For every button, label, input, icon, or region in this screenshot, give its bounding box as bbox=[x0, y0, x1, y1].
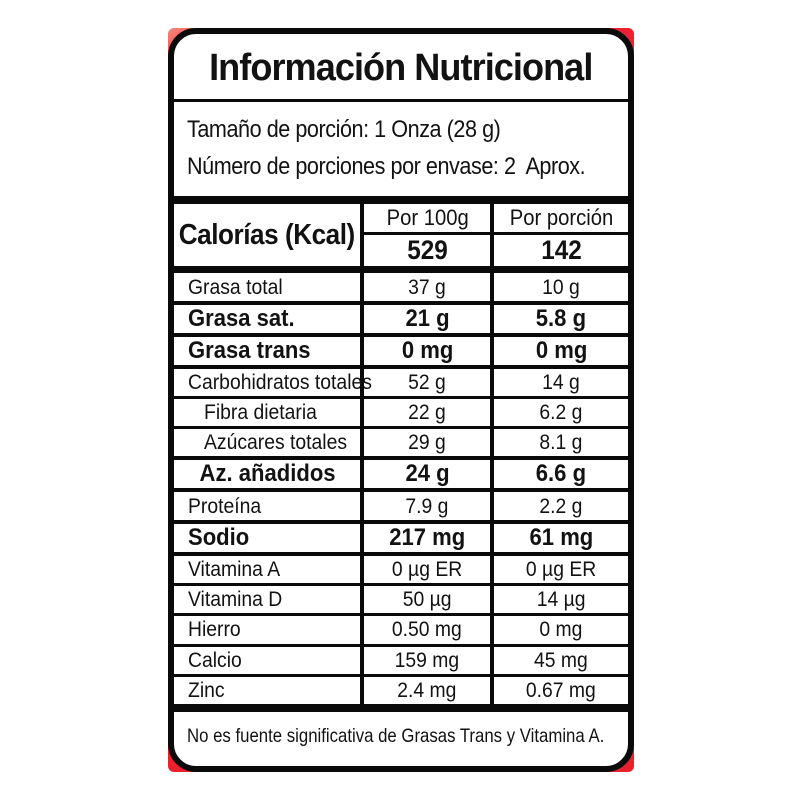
value-per-portion: 0 mg bbox=[490, 336, 628, 365]
table-row: Grasa total 37 g 10 g bbox=[174, 273, 628, 301]
nutrient-name: Vitamina A bbox=[188, 556, 281, 581]
value-per-100g: 0.50 mg bbox=[360, 616, 490, 644]
value-per-portion: 0.67 mg bbox=[490, 676, 628, 705]
footnote-block: No es fuente significativa de Grasas Tra… bbox=[174, 704, 628, 766]
value-per-100g: 50 µg bbox=[360, 585, 490, 614]
value-per-portion: 0 µg ER bbox=[490, 555, 628, 583]
calories-header-block: Calorías (Kcal) Por 100g Por porción 529… bbox=[174, 204, 628, 274]
table-row: Grasa sat. 21 g 5.8 g bbox=[174, 300, 628, 333]
table-row: Vitamina D 50 µg 14 µg bbox=[174, 582, 628, 614]
serving-info-block: Tamaño de porción: 1 Onza (28 g) Número … bbox=[174, 102, 628, 205]
value-per-100g: 0 µg ER bbox=[360, 555, 490, 583]
nutrient-name: Calcio bbox=[188, 647, 242, 672]
table-row: Az. añadidos 24 g 6.6 g bbox=[174, 456, 628, 489]
value-per-portion: 61 mg bbox=[490, 523, 628, 552]
value-per-100g: 7.9 g bbox=[360, 492, 490, 520]
value-per-portion: 14 µg bbox=[490, 585, 628, 614]
value-per-portion: 14 g bbox=[490, 368, 628, 396]
value-per-portion: 5.8 g bbox=[490, 304, 628, 333]
nutrition-table: Calorías (Kcal) Por 100g Por porción 529… bbox=[174, 204, 628, 766]
value-per-100g: 29 g bbox=[360, 429, 490, 457]
value-per-portion: 6.6 g bbox=[490, 460, 628, 489]
nutrient-name: Grasa total bbox=[188, 274, 283, 299]
nutrient-name: Azúcares totales bbox=[204, 430, 348, 455]
page-title: Información Nutricional bbox=[209, 47, 593, 89]
value-per-100g: 2.4 mg bbox=[360, 676, 490, 705]
nutrient-rows: Grasa total 37 g 10 g Grasa sat. 21 g 5.8 g Gr… bbox=[174, 273, 628, 705]
nutrient-name: Hierro bbox=[188, 617, 241, 642]
value-per-portion: 45 mg bbox=[490, 646, 628, 674]
value-per-100g: 52 g bbox=[360, 368, 490, 396]
table-row: Grasa trans 0 mg 0 mg bbox=[174, 332, 628, 365]
value-per-portion: 0 mg bbox=[490, 616, 628, 644]
table-row: Carbohidratos totales 52 g 14 g bbox=[174, 364, 628, 396]
nutrient-name: Proteína bbox=[188, 493, 262, 518]
footnote-text: No es fuente significativa de Grasas Tra… bbox=[187, 724, 605, 747]
table-row: Vitamina A 0 µg ER 0 µg ER bbox=[174, 551, 628, 583]
column-header-per-portion: Por porción bbox=[490, 204, 628, 236]
value-per-100g: 22 g bbox=[360, 398, 490, 427]
table-row: Azúcares totales 29 g 8.1 g bbox=[174, 426, 628, 457]
value-per-portion: 2.2 g bbox=[490, 492, 628, 520]
value-per-100g: 24 g bbox=[360, 460, 490, 489]
value-per-100g: 21 g bbox=[360, 304, 490, 333]
nutrient-name: Grasa trans bbox=[188, 336, 311, 364]
nutrition-facts-label: Información Nutricional Tamaño de porció… bbox=[168, 28, 634, 772]
nutrient-name: Zinc bbox=[188, 677, 225, 702]
column-header-per-100g: Por 100g bbox=[360, 204, 491, 236]
nutrient-name: Fibra dietaria bbox=[204, 400, 317, 425]
calories-label: Calorías (Kcal) bbox=[179, 218, 356, 251]
nutrient-name: Vitamina D bbox=[188, 587, 283, 612]
table-row: Calcio 159 mg 45 mg bbox=[174, 643, 628, 674]
table-row: Hierro 0.50 mg 0 mg bbox=[174, 613, 628, 644]
table-row: Zinc 2.4 mg 0.67 mg bbox=[174, 673, 628, 705]
table-row: Proteína 7.9 g 2.2 g bbox=[174, 488, 628, 520]
serving-size-line: Tamaño de porción: 1 Onza (28 g) bbox=[187, 116, 501, 143]
calories-per-portion-value: 142 bbox=[490, 235, 628, 267]
value-per-100g: 37 g bbox=[360, 273, 490, 301]
nutrient-name: Sodio bbox=[188, 523, 250, 551]
value-per-portion: 10 g bbox=[490, 273, 628, 301]
value-per-portion: 6.2 g bbox=[490, 398, 628, 427]
table-row: Fibra dietaria 22 g 6.2 g bbox=[174, 395, 628, 427]
nutrient-name: Grasa sat. bbox=[188, 304, 295, 332]
servings-per-container-line: Número de porciones por envase: 2 Aprox. bbox=[187, 153, 586, 181]
table-row: Sodio 217 mg 61 mg bbox=[174, 519, 628, 552]
value-per-100g: 0 mg bbox=[360, 336, 490, 365]
label-title-block: Información Nutricional bbox=[174, 34, 628, 102]
value-per-100g: 217 mg bbox=[360, 523, 490, 552]
value-per-100g: 159 mg bbox=[360, 646, 490, 674]
nutrient-name: Az. añadidos bbox=[199, 460, 336, 488]
calories-per-100g-value: 529 bbox=[360, 235, 490, 267]
value-per-portion: 8.1 g bbox=[490, 429, 628, 457]
nutrient-name: Carbohidratos totales bbox=[188, 369, 372, 394]
